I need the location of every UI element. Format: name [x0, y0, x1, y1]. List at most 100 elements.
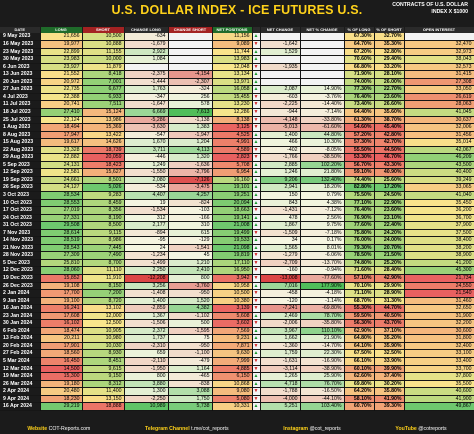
- change-short-cell: -166: [168, 214, 213, 223]
- open-interest-cell: 38,200: [404, 244, 474, 253]
- pct-short-cell: 37.10%: [374, 327, 405, 336]
- table-row: 20 Feb 2024 17,901 10,030 -2,310 -950 7,871 ▼ -…: [0, 342, 474, 351]
- pct-long-cell: 54.60%: [344, 123, 375, 132]
- pct-short-cell: 26.60%: [374, 100, 405, 109]
- open-interest-cell: 41,040: [404, 191, 474, 200]
- net-pct-change-cell: [300, 40, 345, 49]
- pct-short-cell: 30.20%: [374, 380, 405, 389]
- open-interest-cell: 38,400: [404, 236, 474, 245]
- date-cell: 4 Jul 2023: [0, 93, 41, 102]
- direction-cell: ▼: [252, 289, 261, 298]
- table-row: 1 Aug 2023 18,494 15,369 -3,630 1,383 3,125 ▼ -…: [0, 123, 474, 132]
- change-long-cell: -2,859: [124, 304, 169, 313]
- up-arrow-icon: ▲: [253, 403, 259, 410]
- change-long-cell: 1,084: [124, 55, 169, 64]
- net-positions-cell: 13,983: [212, 55, 253, 64]
- date-cell: 31 Oct 2023: [0, 221, 41, 230]
- down-arrow-icon: ▼: [253, 305, 259, 312]
- open-interest-cell: 41,900: [404, 395, 474, 404]
- up-arrow-icon: ▲: [253, 350, 259, 357]
- pct-long-cell: 70.10%: [344, 282, 375, 291]
- change-short-cell: -824: [168, 199, 213, 208]
- date-cell: 7 Nov 2023: [0, 229, 41, 238]
- long-cell: 24,127: [40, 183, 83, 192]
- short-cell: 10,500: [82, 33, 125, 42]
- up-arrow-icon: ▲: [253, 33, 259, 40]
- footer-youtube[interactable]: YouTube @cotreports: [395, 426, 446, 432]
- net-pct-change-cell: -14.40%: [300, 100, 345, 109]
- open-interest-cell: 24,550: [404, 282, 474, 291]
- pct-long-cell: 64.70%: [344, 40, 375, 49]
- net-positions-cell: 19,141: [212, 214, 253, 223]
- change-long-cell: -2,250: [124, 395, 169, 404]
- direction-cell: ▲: [252, 199, 261, 208]
- net-change-cell: 1,529: [260, 48, 301, 57]
- change-long-cell: -347: [124, 93, 169, 102]
- net-positions-cell: 7,871: [212, 342, 253, 351]
- table-row: 27 Jun 2023 22,735 6,677 1,763 -324 16,058 ▲ 2,…: [0, 85, 474, 94]
- change-long-cell: 1,249: [124, 161, 169, 170]
- direction-cell: ▲: [252, 282, 261, 291]
- pct-short-cell: 35.90%: [374, 342, 405, 351]
- open-interest-cell: 32,200: [404, 319, 474, 328]
- net-positions-cell: 11,156: [212, 33, 253, 42]
- direction-cell: ▲: [252, 349, 261, 358]
- change-short-cell: 1,520: [168, 297, 213, 306]
- direction-cell: ▲: [252, 334, 261, 343]
- table-row: 19 Mar 2024 15,300 9,150 800 -465 6,150 ▲ 1,265…: [0, 372, 474, 381]
- net-positions-cell: 12,048: [212, 63, 253, 72]
- up-arrow-icon: ▲: [253, 139, 259, 146]
- pct-long-cell: 69.80%: [344, 380, 375, 389]
- long-cell: 21,552: [40, 70, 83, 79]
- pct-long-cell: 64.80%: [344, 334, 375, 343]
- change-short-cell: -1,138: [168, 116, 213, 125]
- change-long-cell: -1,534: [124, 206, 169, 215]
- change-long-cell: 800: [124, 372, 169, 381]
- change-short-cell: -1,100: [168, 349, 213, 358]
- net-positions-cell: 6,954: [212, 168, 253, 177]
- net-change-cell: 1,759: [260, 349, 301, 358]
- pct-long-cell: 75.80%: [344, 229, 375, 238]
- net-change-cell: 1,662: [260, 334, 301, 343]
- change-short-cell: 4,113: [168, 146, 213, 155]
- open-interest-cell: 27,308: [404, 78, 474, 87]
- pct-long-cell: 73.40%: [344, 100, 375, 109]
- date-cell: 23 Jan 2024: [0, 312, 41, 321]
- open-interest-cell: 33,400: [404, 357, 474, 366]
- change-long-cell: 1,300: [124, 387, 169, 396]
- up-arrow-icon: ▲: [253, 199, 259, 206]
- change-short-cell: -2,796: [168, 168, 213, 177]
- change-short-cell: [168, 33, 213, 42]
- date-cell: 19 Dec 2023: [0, 274, 41, 283]
- short-cell: 8,501: [82, 176, 125, 185]
- footer-telegram[interactable]: Telegram Channel t.me/cot_reports: [145, 426, 229, 432]
- net-pct-change-cell: 0.79%: [300, 191, 345, 200]
- direction-cell: ▼: [252, 365, 261, 374]
- up-arrow-icon: ▲: [253, 327, 259, 334]
- pct-long-cell: 77.10%: [344, 199, 375, 208]
- pct-long-cell: 56.70%: [344, 161, 375, 170]
- net-positions-cell: 19,251: [212, 191, 253, 200]
- down-arrow-icon: ▼: [253, 146, 259, 153]
- table-row: 9 May 2023 21,656 10,500 -634 11,156 ▲ 67.30% 3…: [0, 33, 474, 42]
- direction-cell: ▼: [252, 153, 261, 162]
- table-row: 26 Dec 2023 19,108 8,150 3,256 -3,760 10,958 ▲…: [0, 282, 474, 291]
- open-interest-cell: 32,006: [404, 123, 474, 132]
- open-interest-cell: 42,067: [404, 146, 474, 155]
- short-cell: 11,110: [82, 266, 125, 275]
- pct-long-cell: 62.90%: [344, 327, 375, 336]
- change-short-cell: 615: [168, 229, 213, 238]
- down-arrow-icon: ▼: [253, 154, 259, 161]
- date-cell: 2 Jan 2024: [0, 289, 41, 298]
- long-cell: 16,241: [40, 304, 83, 313]
- footer-instagram[interactable]: Instagram @cot_reports: [283, 426, 340, 432]
- pct-long-cell: 53.30%: [344, 153, 375, 162]
- date-cell: 29 Aug 2023: [0, 153, 41, 162]
- footer-website[interactable]: Website COT-Reports.com: [27, 426, 90, 432]
- up-arrow-icon: ▲: [253, 312, 259, 319]
- open-interest-cell: 31,800: [404, 334, 474, 343]
- short-cell: 12,500: [82, 319, 125, 328]
- net-positions-cell: 7,999: [212, 357, 253, 366]
- col-direction-header: [252, 27, 261, 33]
- change-long-cell: 19: [124, 199, 169, 208]
